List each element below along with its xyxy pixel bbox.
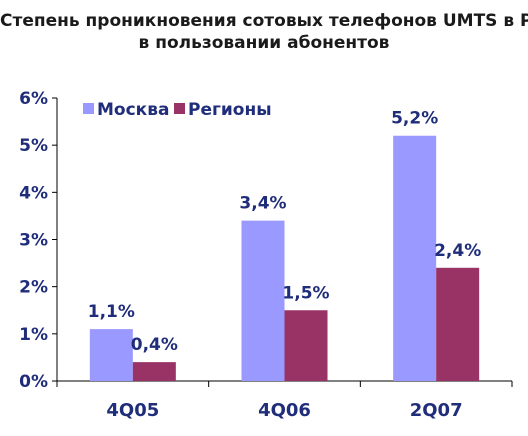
y-tick-label: 6% — [19, 89, 48, 109]
y-tick-label: 3% — [19, 231, 48, 251]
y-tick-label: 1% — [19, 325, 48, 345]
data-label: 1,1% — [88, 302, 135, 322]
data-label: 5,2% — [391, 109, 438, 129]
bar-moskva — [89, 329, 133, 381]
chart-title-line-1: Степень проникновения сотовых телефонов … — [0, 11, 528, 31]
y-tick-label: 4% — [19, 183, 48, 203]
chart-title: Степень проникновения сотовых телефонов … — [0, 10, 528, 54]
data-label: 0,4% — [131, 335, 178, 355]
bar-regiony — [436, 267, 480, 381]
y-tick-label: 0% — [19, 372, 48, 392]
legend-swatch — [83, 103, 94, 114]
bar-moskva — [393, 135, 437, 381]
legend-swatch — [174, 103, 185, 114]
data-label: 2,4% — [434, 241, 481, 261]
y-tick-label: 2% — [19, 278, 48, 298]
legend-label: Москва — [97, 100, 169, 120]
x-tick-label: 2Q07 — [410, 400, 463, 421]
bar-regiony — [132, 362, 176, 381]
bar-moskva — [241, 220, 285, 381]
bar-regiony — [284, 310, 328, 381]
x-tick-label: 4Q05 — [106, 400, 159, 421]
x-tick-label: 4Q06 — [258, 400, 311, 421]
data-label: 3,4% — [239, 194, 286, 214]
chart-title-line-2: в пользовании абонентов — [138, 33, 390, 53]
legend-label: Регионы — [188, 100, 272, 120]
data-label: 1,5% — [282, 283, 329, 303]
y-tick-label: 5% — [19, 136, 48, 156]
